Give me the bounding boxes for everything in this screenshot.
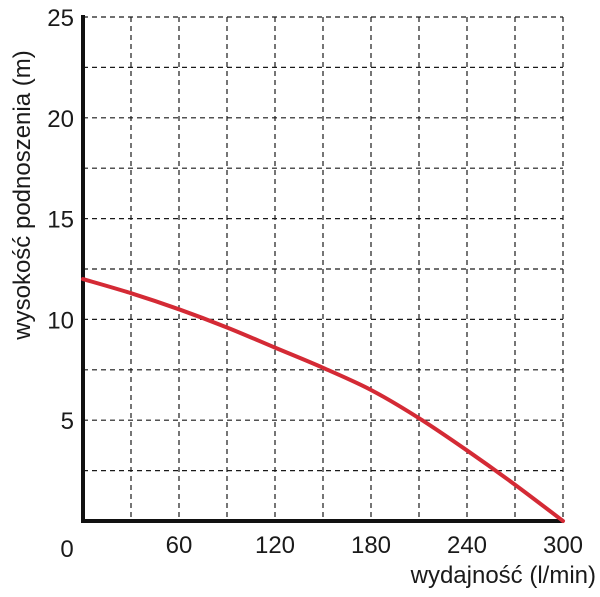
series-layer — [81, 277, 565, 523]
axes — [81, 15, 563, 523]
x-axis-label: wydajność (l/min) — [410, 562, 596, 589]
x-tick-label: 120 — [255, 532, 295, 559]
y-axis-label: wysokość podnoszenia (m) — [9, 50, 36, 340]
series-line-0 — [81, 277, 565, 523]
grid-lines — [83, 16, 564, 521]
y-tick-label: 15 — [47, 207, 74, 234]
y-tick-label: 10 — [47, 307, 74, 334]
x-tick-label: 60 — [166, 532, 193, 559]
y-tick-label: 25 — [47, 5, 74, 32]
y-tick-label: 5 — [61, 408, 74, 435]
x-tick-label: 240 — [447, 532, 487, 559]
y-tick-labels: 5 10 15 20 25 — [47, 5, 74, 435]
x-tick-labels: 0 60 120 180 240 300 — [60, 532, 583, 563]
x-tick-label: 300 — [543, 532, 583, 559]
x-tick-label: 180 — [351, 532, 391, 559]
x-tick-label: 0 — [60, 536, 73, 563]
y-tick-label: 20 — [47, 106, 74, 133]
